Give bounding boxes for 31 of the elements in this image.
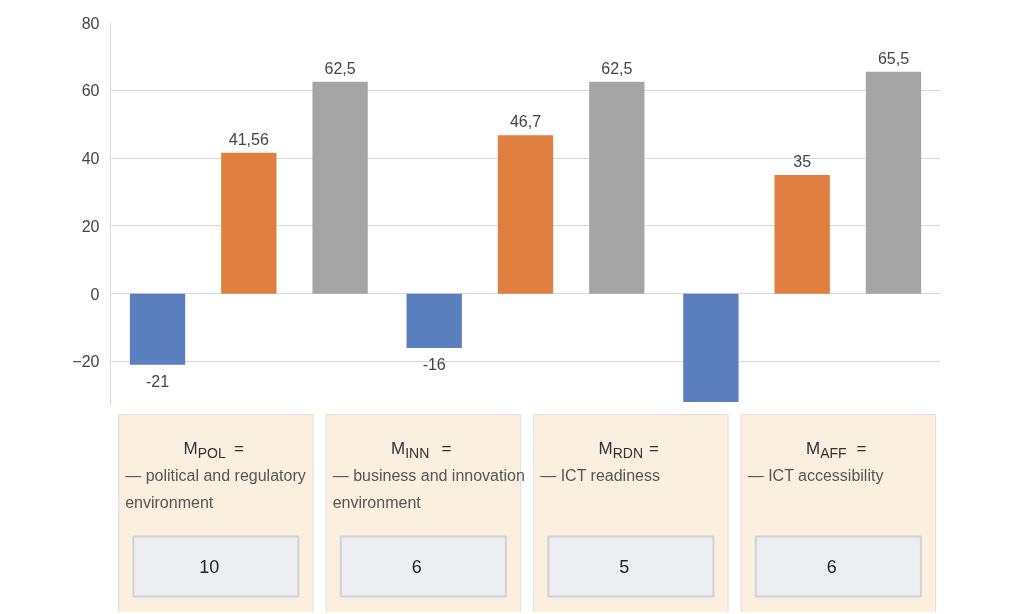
data-label: 62,5 — [601, 59, 633, 77]
bar — [589, 81, 645, 294]
bar — [774, 175, 830, 294]
bar — [312, 81, 368, 294]
y-tick-label: 80 — [81, 14, 100, 32]
text: — business and innovation environment — [332, 466, 525, 511]
y-tick-label: 40 — [81, 150, 100, 168]
data-label: 35 — [793, 153, 812, 171]
text: 10 — [199, 557, 220, 577]
data-label: 65,5 — [877, 49, 910, 67]
y-tick-label: 20 — [81, 217, 100, 235]
data-label: 41,56 — [228, 130, 269, 148]
bar — [497, 135, 554, 294]
text: 6 — [411, 557, 422, 577]
data-label: 46,7 — [509, 113, 542, 131]
data-label: -16 — [422, 355, 446, 373]
text: — ICT readiness — [540, 466, 660, 484]
y-tick-label: 60 — [81, 82, 100, 100]
bar — [129, 293, 186, 365]
data-label: 62,5 — [324, 59, 356, 77]
text: 6 — [826, 557, 837, 577]
text: 5 — [619, 557, 630, 577]
y-tick-label: −20 — [72, 353, 100, 371]
bar — [683, 293, 739, 403]
data-label: -21 — [145, 372, 170, 390]
bar — [221, 152, 277, 294]
y-tick-label: 0 — [90, 285, 100, 303]
bar — [406, 293, 462, 348]
text: — political and regulatory environment — [125, 466, 306, 511]
text: — ICT accessibility — [747, 466, 884, 484]
bar — [865, 71, 922, 294]
